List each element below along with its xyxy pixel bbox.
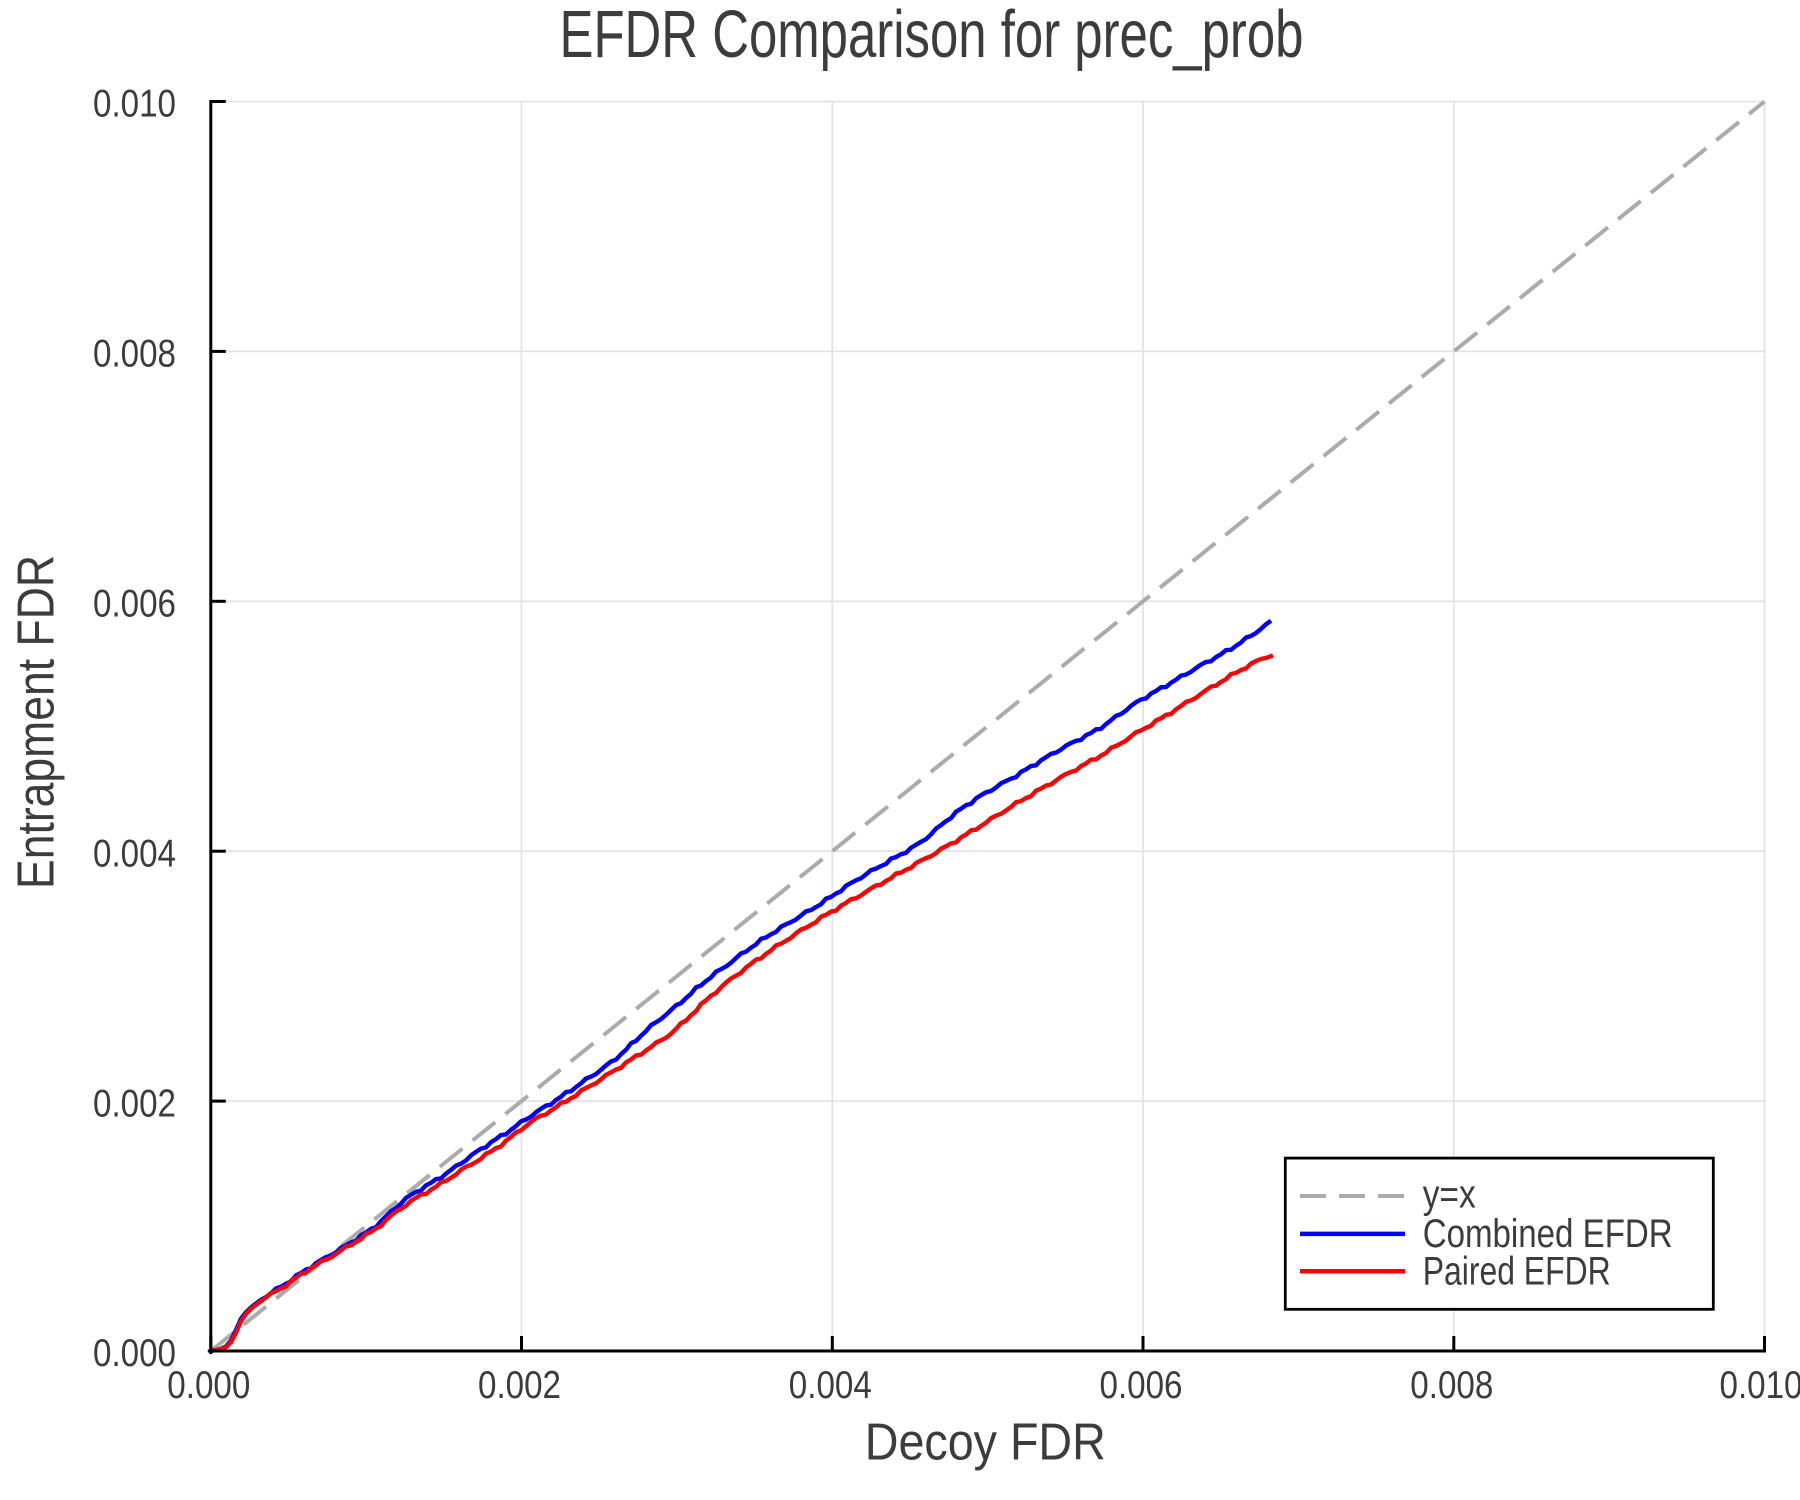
svg-text:0.008: 0.008: [1410, 1364, 1493, 1407]
svg-text:0.004: 0.004: [789, 1364, 872, 1407]
svg-text:Entrapment FDR: Entrapment FDR: [7, 555, 65, 889]
svg-text:0.002: 0.002: [478, 1364, 561, 1407]
svg-text:0.000: 0.000: [93, 1332, 176, 1375]
svg-text:Combined EFDR: Combined EFDR: [1423, 1212, 1673, 1256]
svg-text:0.010: 0.010: [93, 83, 176, 126]
svg-text:0.004: 0.004: [93, 832, 176, 875]
svg-text:0.006: 0.006: [1100, 1364, 1183, 1407]
svg-text:EFDR Comparison for prec_prob: EFDR Comparison for prec_prob: [560, 0, 1304, 72]
svg-text:0.010: 0.010: [1720, 1364, 1800, 1407]
svg-text:y=x: y=x: [1423, 1173, 1476, 1217]
svg-text:0.002: 0.002: [93, 1082, 176, 1125]
svg-text:Decoy FDR: Decoy FDR: [865, 1412, 1106, 1470]
svg-text:0.008: 0.008: [93, 333, 176, 376]
svg-text:Paired EFDR: Paired EFDR: [1423, 1250, 1611, 1294]
svg-text:0.000: 0.000: [167, 1364, 250, 1407]
svg-text:0.006: 0.006: [93, 583, 176, 626]
